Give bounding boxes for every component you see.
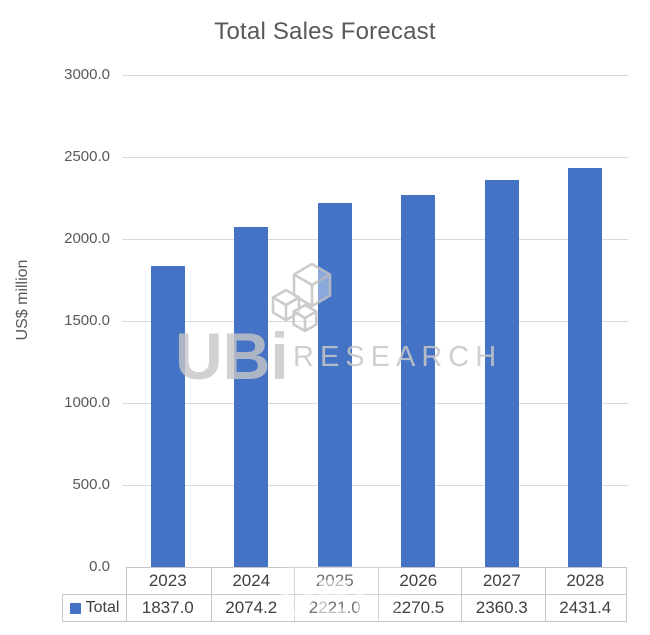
gridline-500 bbox=[122, 485, 628, 486]
year-cell-2023: 2023 bbox=[148, 571, 187, 590]
value-cell-2027: 2360.3 bbox=[475, 598, 528, 617]
bar-2024 bbox=[234, 226, 269, 567]
table-row-divider bbox=[127, 594, 626, 595]
y-tick-label-1500: 1500.0 bbox=[64, 312, 110, 329]
y-tick-label-2500: 2500.0 bbox=[64, 148, 110, 165]
year-cell-2024: 2024 bbox=[232, 571, 271, 590]
year-cell-2028: 2028 bbox=[566, 571, 605, 590]
legend-label: Total bbox=[85, 599, 120, 616]
gridline-1500 bbox=[122, 321, 628, 322]
y-tick-label-0: 0.0 bbox=[89, 558, 110, 575]
value-cell-2026: 2270.5 bbox=[392, 598, 445, 617]
value-cell-2028: 2431.4 bbox=[559, 598, 612, 617]
table-column-divider bbox=[544, 568, 546, 621]
bar-2027 bbox=[484, 179, 519, 567]
gridline-2000 bbox=[122, 239, 628, 240]
year-cell-2025: 2025 bbox=[315, 571, 354, 590]
gridline-2500 bbox=[122, 157, 628, 158]
bar-2026 bbox=[401, 194, 436, 567]
y-tick-label-1000: 1000.0 bbox=[64, 394, 110, 411]
y-tick-label-2000: 2000.0 bbox=[64, 230, 110, 247]
gridline-1000 bbox=[122, 403, 628, 404]
table-column-divider bbox=[461, 568, 462, 621]
year-cell-2027: 2027 bbox=[482, 571, 521, 590]
gridline-3000 bbox=[122, 75, 628, 76]
watermark-brand-text: UBi bbox=[175, 319, 289, 393]
legend-swatch-total bbox=[69, 602, 81, 614]
bar-2025 bbox=[317, 202, 352, 567]
bar-2028 bbox=[568, 168, 603, 567]
value-cell-2023: 1837.0 bbox=[141, 598, 194, 617]
value-cell-2025: 2221.0 bbox=[308, 598, 361, 617]
y-tick-label-500: 500.0 bbox=[72, 476, 110, 493]
bar-2023 bbox=[150, 265, 185, 567]
value-cell-2024: 2074.2 bbox=[225, 598, 278, 617]
chart-title: Total Sales Forecast bbox=[214, 18, 436, 45]
table-column-divider bbox=[210, 568, 212, 621]
table-column-divider bbox=[294, 568, 295, 621]
legend-cell: Total bbox=[62, 594, 127, 622]
table-column-divider bbox=[377, 568, 379, 621]
y-tick-label-3000: 3000.0 bbox=[64, 66, 110, 83]
year-cell-2026: 2026 bbox=[399, 571, 438, 590]
